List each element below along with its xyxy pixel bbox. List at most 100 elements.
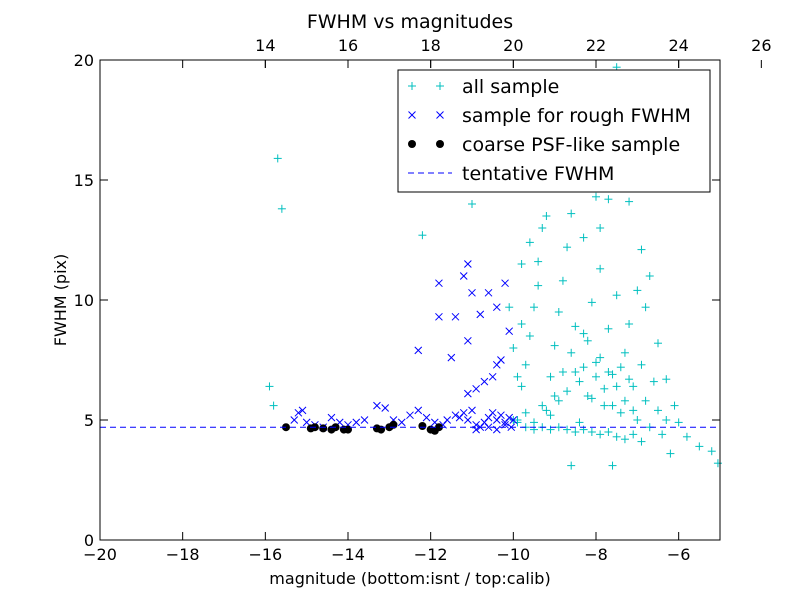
series-0-point-8 — [521, 360, 530, 369]
series-0-point-45 — [682, 432, 691, 441]
series-0-point-95 — [517, 260, 526, 268]
series-0-point-66 — [629, 406, 638, 415]
series-0-point-20 — [571, 368, 580, 376]
series-1-point-52 — [472, 384, 480, 393]
series-0-point-72 — [521, 408, 530, 417]
series-0-point-80 — [604, 195, 613, 204]
series-1-point-51 — [480, 377, 489, 386]
series-0-point-63 — [616, 363, 625, 372]
top-x-tick-label: 16 — [338, 36, 358, 55]
series-0-point-98 — [517, 320, 526, 328]
y-tick-label: 20 — [74, 51, 94, 70]
series-0-point-61 — [608, 401, 617, 410]
series-0-point-113 — [620, 435, 629, 444]
series-0-point-29 — [608, 370, 617, 379]
axis-ticks: −20 −18 −16 −14 −12 −10 −8 −6 0 5 10 15 20 14 16 18 20 22… — [74, 36, 772, 564]
series-0-point-88 — [637, 245, 646, 254]
series-0-point-100 — [513, 418, 522, 427]
series-0-point-77 — [608, 461, 617, 470]
series-0-point-48 — [713, 459, 722, 468]
series-0-point-3 — [277, 204, 286, 213]
series-0-point-47 — [707, 447, 716, 456]
x-tick-label: −8 — [584, 545, 608, 564]
series-1-point-53 — [414, 346, 423, 355]
series-1-point-49 — [492, 360, 501, 369]
top-x-tick-label: 20 — [503, 36, 523, 55]
series-0-point-107 — [571, 428, 580, 436]
series-0-point-0 — [265, 382, 274, 391]
series-0-point-74 — [509, 344, 518, 352]
series-1-point-20 — [443, 416, 452, 424]
series-1-point-41 — [468, 288, 476, 297]
series-0-point-10 — [530, 303, 538, 312]
series-1-point-42 — [464, 336, 472, 345]
legend-marker-1-a — [408, 111, 416, 119]
series-0-point-25 — [592, 358, 600, 367]
series-0-point-5 — [468, 200, 476, 208]
series-1-point-15 — [406, 411, 414, 420]
series-1-point-10 — [360, 416, 369, 424]
series-0-point-34 — [629, 382, 638, 391]
series-0-point-37 — [641, 396, 650, 405]
series-1-point-25 — [468, 406, 476, 415]
legend-label-2: coarse PSF-like sample — [462, 134, 680, 156]
series-1-point-34 — [505, 413, 514, 422]
series-0-point-19 — [567, 209, 576, 218]
x-tick-label: −18 — [166, 545, 200, 564]
series-2-point-12 — [418, 422, 427, 430]
series-0-point-46 — [695, 442, 704, 451]
series-0-point-21 — [575, 418, 584, 427]
series-0-point-93 — [662, 375, 671, 384]
legend-label-3: tentative FWHM — [462, 163, 614, 185]
series-0-point-65 — [625, 375, 634, 384]
series-0-point-23 — [583, 392, 592, 400]
series-0-point-12 — [538, 224, 547, 232]
series-0-point-1 — [269, 401, 278, 410]
series-1-point-40 — [464, 260, 472, 268]
series-0-point-89 — [645, 272, 654, 280]
series-0-point-79 — [592, 192, 600, 201]
series-1-point-43 — [476, 310, 485, 319]
series-0-point-39 — [649, 377, 658, 386]
x-tick-label: −20 — [83, 545, 117, 564]
series-1-point-57 — [484, 423, 493, 432]
series-0-point-109 — [587, 428, 596, 436]
series-0-point-17 — [558, 276, 567, 285]
series-0-point-18 — [563, 243, 572, 252]
series-1-point-38 — [451, 312, 460, 321]
series-1-point-23 — [459, 408, 468, 417]
series-0-point-57 — [592, 372, 600, 381]
series-0-point-35 — [633, 416, 642, 424]
series-0-point-92 — [654, 339, 662, 348]
legend-marker-1-b — [436, 111, 444, 119]
series-0-point-28 — [604, 324, 613, 333]
legend: all sample sample for rough FWHM coarse PS… — [397, 69, 711, 193]
series-0-point-115 — [637, 437, 646, 446]
top-x-tick-label: 22 — [586, 36, 606, 55]
series-0-point-49 — [558, 368, 567, 376]
series-0-point-32 — [620, 348, 629, 357]
top-x-tick-label: 24 — [668, 36, 688, 55]
series-0-point-90 — [633, 286, 642, 295]
series-0-point-58 — [596, 353, 605, 362]
series-0-point-87 — [596, 224, 605, 232]
series-0-point-36 — [637, 360, 646, 369]
y-tick-label: 0 — [84, 531, 94, 550]
y-axis-label: FWHM (pix) — [51, 254, 70, 347]
x-tick-label: −14 — [331, 545, 365, 564]
series-0-point-71 — [530, 418, 538, 427]
y-tick-label: 10 — [74, 291, 94, 310]
x-axis-label: magnitude (bottom:isnt / top:calib) — [269, 569, 550, 588]
series-0-point-110 — [596, 430, 605, 439]
series-1-point-36 — [435, 279, 443, 288]
series-0-point-24 — [587, 298, 596, 307]
series-0-point-67 — [554, 396, 563, 405]
series-0-point-9 — [525, 332, 534, 340]
series-0-point-2 — [273, 154, 282, 163]
series-0-point-94 — [670, 401, 679, 410]
series-0-point-60 — [604, 368, 613, 376]
top-x-tick-label: 26 — [751, 36, 771, 55]
series-0-point-59 — [600, 384, 609, 393]
series-1-point-55 — [464, 389, 472, 398]
